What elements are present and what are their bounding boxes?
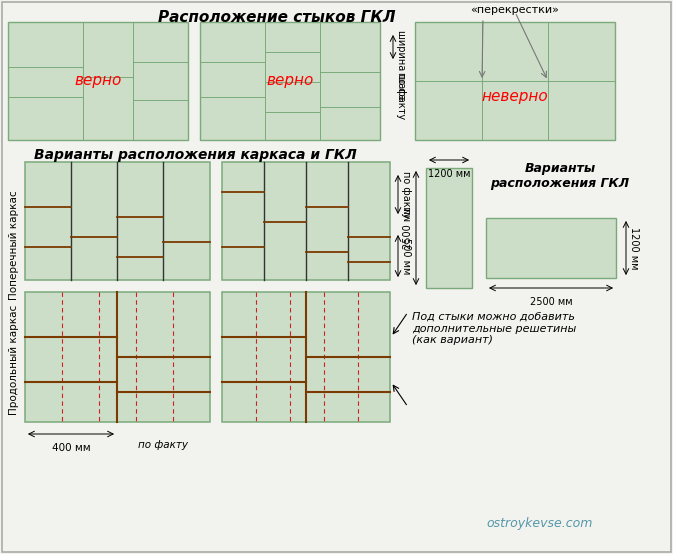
Bar xyxy=(415,22,615,140)
Bar xyxy=(486,218,616,278)
Text: Варианты
расположения ГКЛ: Варианты расположения ГКЛ xyxy=(491,162,629,190)
Text: верно: верно xyxy=(74,74,122,89)
Text: неверно: неверно xyxy=(482,89,548,104)
Text: верно: верно xyxy=(267,74,314,89)
Text: 400 мм: 400 мм xyxy=(52,443,90,453)
Text: Поперечный каркас: Поперечный каркас xyxy=(9,190,19,300)
Text: Продольный каркас: Продольный каркас xyxy=(9,305,19,415)
Bar xyxy=(200,22,380,140)
Text: по факту: по факту xyxy=(401,171,411,218)
Text: 500 мм: 500 мм xyxy=(401,238,411,274)
Text: Под стыки можно добавить
дополнительные решетины
(как вариант): Под стыки можно добавить дополнительные … xyxy=(412,312,576,345)
Text: 2500 мм: 2500 мм xyxy=(403,207,413,249)
Text: ostroykevse.com: ostroykevse.com xyxy=(487,517,593,530)
Text: по факту: по факту xyxy=(396,72,406,119)
Bar xyxy=(426,168,472,288)
Text: 1200 мм: 1200 мм xyxy=(629,227,639,269)
Text: по факту: по факту xyxy=(138,440,188,450)
Bar xyxy=(8,22,188,140)
Text: Варианты расположения каркаса и ГКЛ: Варианты расположения каркаса и ГКЛ xyxy=(34,148,357,162)
Bar xyxy=(25,292,210,422)
Text: 2500 мм: 2500 мм xyxy=(530,297,572,307)
Bar xyxy=(222,162,390,280)
Text: Расположение стыков ГКЛ: Расположение стыков ГКЛ xyxy=(157,10,395,25)
Bar xyxy=(222,292,390,422)
Bar xyxy=(25,162,210,280)
Text: ширина шага: ширина шага xyxy=(396,30,406,99)
Text: «перекрестки»: «перекрестки» xyxy=(470,5,559,15)
Text: 1200 мм: 1200 мм xyxy=(428,169,470,179)
